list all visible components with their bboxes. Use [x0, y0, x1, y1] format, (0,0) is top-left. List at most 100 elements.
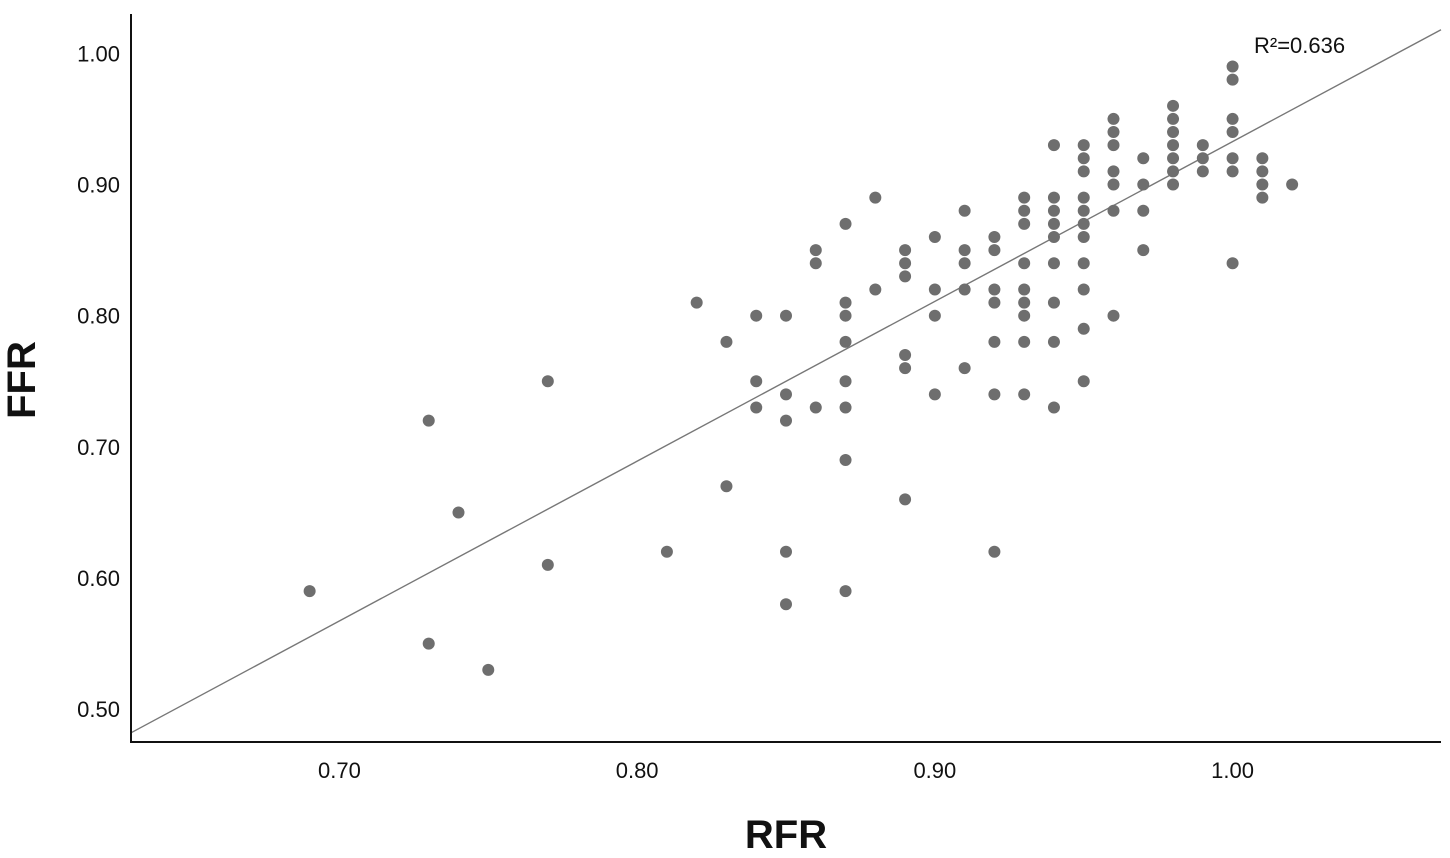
data-point	[1107, 178, 1120, 191]
data-point	[1047, 257, 1060, 270]
data-point	[690, 296, 703, 309]
y-tick-label: 1.00	[77, 41, 120, 66]
data-point	[1167, 126, 1180, 139]
data-point	[1047, 296, 1060, 309]
y-tick-label: 0.80	[77, 304, 120, 329]
y-tick-label: 0.60	[77, 566, 120, 591]
data-point	[1077, 375, 1090, 388]
data-point	[928, 230, 941, 243]
data-point	[1226, 126, 1239, 139]
data-point	[1167, 139, 1180, 152]
data-point	[720, 480, 733, 493]
data-point	[809, 257, 822, 270]
data-point	[1107, 139, 1120, 152]
data-point	[899, 349, 912, 362]
r-squared-annotation: R²=0.636	[1254, 33, 1345, 58]
data-point	[1018, 217, 1031, 230]
data-point	[1167, 152, 1180, 165]
data-point	[1256, 178, 1269, 191]
data-point	[1077, 230, 1090, 243]
x-tick-label: 0.70	[318, 758, 361, 783]
x-axis-title: RFR	[745, 813, 827, 857]
x-tick-label: 1.00	[1211, 758, 1254, 783]
data-point	[1018, 309, 1031, 322]
data-point	[1018, 335, 1031, 348]
data-point	[839, 585, 852, 598]
data-point	[1077, 191, 1090, 204]
data-point	[1018, 191, 1031, 204]
data-point	[1196, 165, 1209, 178]
data-point	[750, 401, 763, 414]
data-point	[1196, 152, 1209, 165]
data-point	[422, 637, 435, 650]
data-point	[750, 375, 763, 388]
y-axis-title: FFR	[0, 341, 44, 419]
data-point	[809, 244, 822, 257]
data-point	[899, 244, 912, 257]
y-tick-label: 0.70	[77, 435, 120, 460]
data-point	[1286, 178, 1299, 191]
data-point	[988, 283, 1001, 296]
data-point	[988, 388, 1001, 401]
data-point	[988, 296, 1001, 309]
data-point	[452, 506, 465, 519]
data-point	[1167, 99, 1180, 112]
data-point	[303, 585, 316, 598]
data-point	[1167, 112, 1180, 125]
x-tick-label: 0.90	[913, 758, 956, 783]
data-point	[839, 217, 852, 230]
data-point	[1137, 178, 1150, 191]
data-point	[988, 335, 1001, 348]
data-point	[1077, 152, 1090, 165]
data-point	[1137, 152, 1150, 165]
data-point	[869, 191, 882, 204]
data-point	[1047, 230, 1060, 243]
data-point	[839, 296, 852, 309]
data-point	[1107, 112, 1120, 125]
data-point	[1047, 204, 1060, 217]
data-point	[780, 414, 792, 427]
data-point	[780, 545, 792, 558]
y-tick-labels: 0.50 0.60 0.70 0.80 0.90 1.00	[77, 41, 120, 722]
data-point	[869, 283, 882, 296]
data-point	[839, 401, 852, 414]
data-point	[1256, 152, 1269, 165]
data-point	[541, 558, 554, 571]
data-point	[899, 493, 912, 506]
data-point	[1256, 191, 1269, 204]
data-point	[928, 388, 941, 401]
data-point	[1047, 191, 1060, 204]
x-tick-label: 0.80	[616, 758, 659, 783]
y-tick-label: 0.50	[77, 697, 120, 722]
data-point	[1077, 165, 1090, 178]
y-tick-label: 0.90	[77, 173, 120, 198]
data-point	[839, 309, 852, 322]
data-point	[780, 598, 792, 611]
data-point	[1226, 152, 1239, 165]
data-points	[303, 60, 1299, 676]
data-point	[988, 244, 1001, 257]
data-point	[1196, 139, 1209, 152]
data-point	[482, 663, 495, 676]
data-point	[1167, 178, 1180, 191]
data-point	[720, 335, 733, 348]
data-point	[780, 309, 792, 322]
data-point	[988, 545, 1001, 558]
data-point	[839, 335, 852, 348]
data-point	[750, 309, 763, 322]
data-point	[1077, 139, 1090, 152]
data-point	[1226, 73, 1239, 86]
data-point	[1018, 257, 1031, 270]
data-point	[660, 545, 673, 558]
data-point	[1107, 309, 1120, 322]
data-point	[1226, 60, 1239, 73]
data-point	[1018, 283, 1031, 296]
data-point	[958, 244, 971, 257]
data-point	[809, 401, 822, 414]
data-point	[1047, 139, 1060, 152]
data-point	[899, 270, 912, 283]
data-point	[958, 283, 971, 296]
data-point	[1018, 204, 1031, 217]
data-point	[1226, 112, 1239, 125]
